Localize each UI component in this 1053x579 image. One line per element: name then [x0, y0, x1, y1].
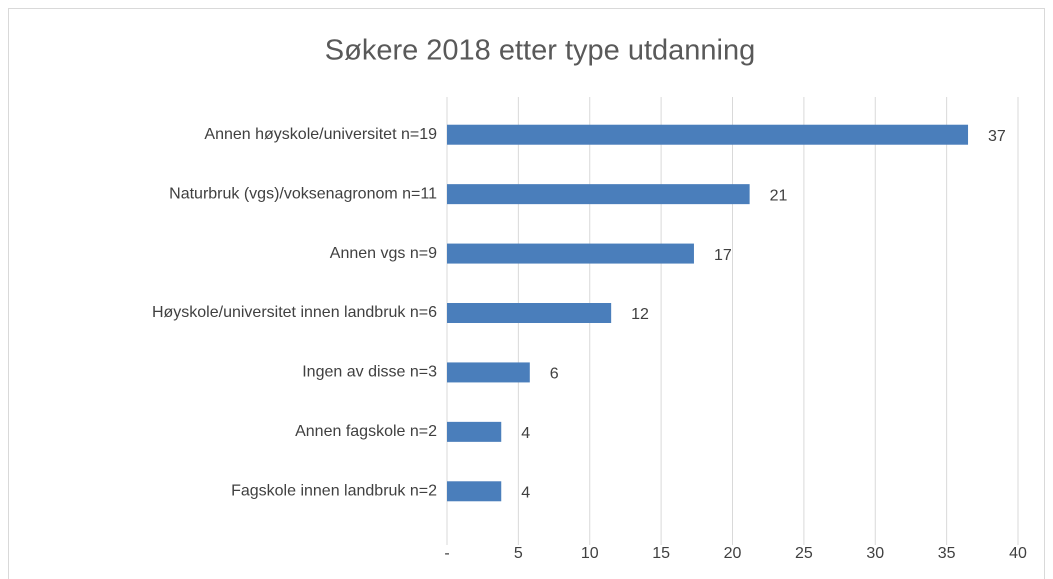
y-tick-label: Annen fagskole n=2 [295, 423, 437, 440]
chart-border [8, 8, 1045, 579]
value-label: 4 [521, 425, 530, 442]
x-tick-label: 5 [514, 545, 523, 562]
x-tick-label: 30 [866, 545, 884, 562]
x-tick-label: 35 [938, 545, 956, 562]
bar [447, 124, 969, 145]
value-label: 21 [770, 187, 788, 204]
value-label: 12 [631, 306, 649, 323]
x-tick-label: 25 [795, 545, 813, 562]
bar [447, 303, 612, 323]
y-tick-label: Naturbruk (vgs)/voksenagronom n=11 [169, 185, 437, 202]
x-tick-label: 20 [724, 545, 742, 562]
x-tick-label: 15 [652, 545, 670, 562]
bar [447, 243, 694, 264]
x-tick-label: - [444, 545, 449, 562]
y-tick-label: Annen høyskole/universitet n=19 [204, 126, 437, 143]
bar [447, 362, 530, 383]
y-tick-label: Høyskole/universitet innen landbruk n=6 [152, 304, 437, 321]
bar [447, 481, 502, 502]
value-label: 17 [714, 247, 732, 264]
value-label: 6 [550, 366, 559, 383]
chart-title: Søkere 2018 etter type utdanning [325, 35, 755, 67]
value-label: 4 [521, 485, 530, 502]
value-label: 37 [988, 128, 1006, 145]
y-tick-label: Annen vgs n=9 [330, 245, 437, 262]
y-tick-label: Fagskole innen landbruk n=2 [231, 483, 437, 500]
x-tick-label: 10 [581, 545, 599, 562]
x-tick-label: 40 [1009, 545, 1027, 562]
bar [447, 421, 502, 442]
y-tick-label: Ingen av disse n=3 [302, 364, 437, 381]
bar [447, 184, 750, 205]
